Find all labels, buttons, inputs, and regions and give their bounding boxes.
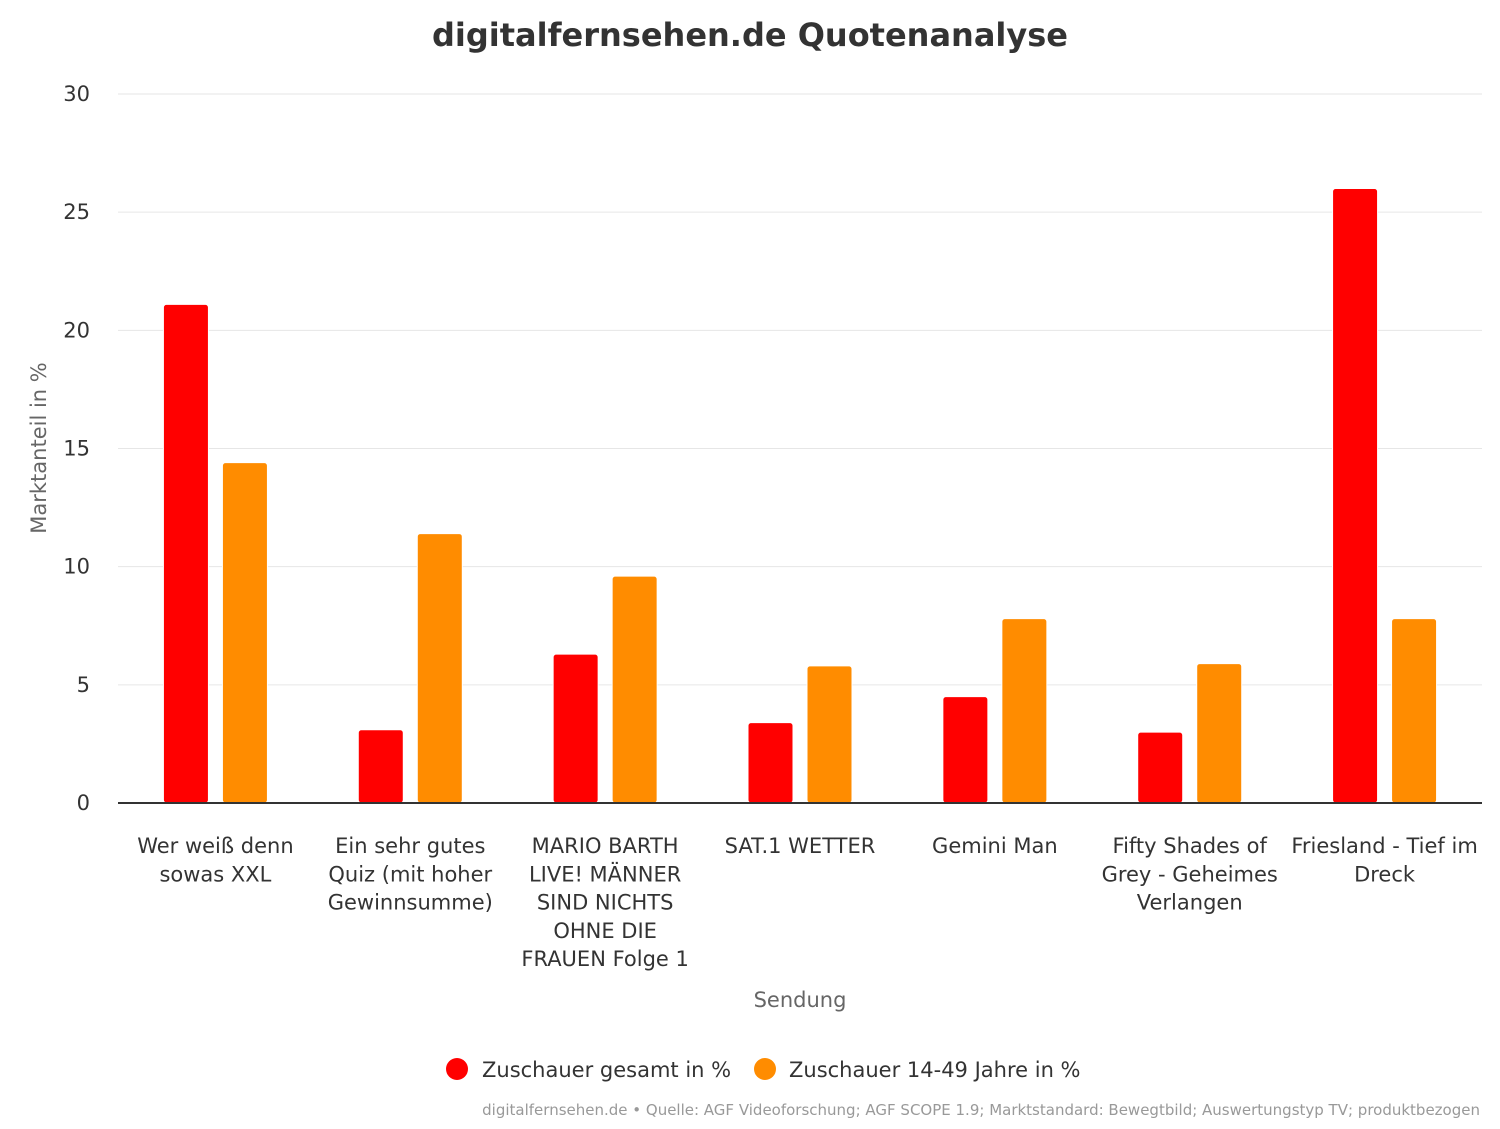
y-axis-ticks: 0 5 10 15 20 25 30: [63, 82, 90, 815]
x-tick-label: Friesland - Tief im Dreck: [1291, 834, 1477, 886]
legend: Zuschauer gesamt in % Zuschauer 14-49 Jah…: [446, 1058, 1081, 1082]
bar-gesamt-4[interactable]: [942, 696, 989, 804]
legend-marker: [446, 1058, 468, 1080]
bar-14-49-3[interactable]: [806, 665, 853, 804]
x-tick-label: Ein sehr gutes Quiz (mit hoher Gewinnsumme…: [328, 834, 493, 915]
y-tick-label: 15: [63, 437, 90, 461]
legend-marker: [754, 1058, 776, 1080]
chart-title: digitalfernsehen.de Quotenanalyse: [432, 16, 1068, 54]
y-tick-label: 30: [63, 82, 90, 106]
x-tick-label: MARIO BARTH LIVE! MÄNNER SIND NICHTS OHNE D…: [521, 834, 689, 971]
legend-label: Zuschauer 14-49 Jahre in %: [789, 1058, 1081, 1082]
y-tick-label: 20: [63, 318, 90, 342]
bar-gesamt-2[interactable]: [552, 653, 599, 804]
bar-gesamt-3[interactable]: [747, 722, 794, 804]
bars: [162, 188, 1438, 804]
bar-14-49-5[interactable]: [1196, 663, 1243, 804]
bar-14-49-4[interactable]: [1001, 618, 1048, 804]
source-credit: digitalfernsehen.de • Quelle: AGF Videof…: [482, 1101, 1480, 1119]
bar-gesamt-5[interactable]: [1137, 731, 1184, 804]
x-axis-ticks: Wer weiß denn sowas XXL Ein sehr gutes Quiz…: [137, 834, 1478, 971]
x-tick-label: Gemini Man: [932, 834, 1058, 858]
x-tick-label: SAT.1 WETTER: [725, 834, 876, 858]
bar-gesamt-1[interactable]: [357, 729, 404, 804]
bar-14-49-6[interactable]: [1391, 618, 1438, 804]
x-tick-label: Wer weiß denn sowas XXL: [137, 834, 293, 886]
legend-label: Zuschauer gesamt in %: [482, 1058, 731, 1082]
legend-item-14-49[interactable]: Zuschauer 14-49 Jahre in %: [754, 1058, 1081, 1082]
bar-gesamt-0[interactable]: [162, 303, 209, 804]
legend-item-gesamt[interactable]: Zuschauer gesamt in %: [446, 1058, 731, 1082]
y-tick-label: 10: [63, 555, 90, 579]
gridlines: [118, 93, 1482, 686]
y-tick-label: 25: [63, 200, 90, 224]
bar-gesamt-6[interactable]: [1332, 188, 1379, 804]
x-tick-label: Fifty Shades of Grey - Geheimes Verlangen: [1102, 834, 1278, 915]
bar-14-49-2[interactable]: [611, 575, 658, 804]
x-axis-title: Sendung: [754, 988, 847, 1012]
y-tick-label: 0: [77, 791, 90, 815]
bar-14-49-0[interactable]: [221, 462, 268, 804]
y-tick-label: 5: [77, 673, 90, 697]
y-axis-title: Marktanteil in %: [27, 362, 51, 533]
bar-14-49-1[interactable]: [416, 533, 463, 804]
